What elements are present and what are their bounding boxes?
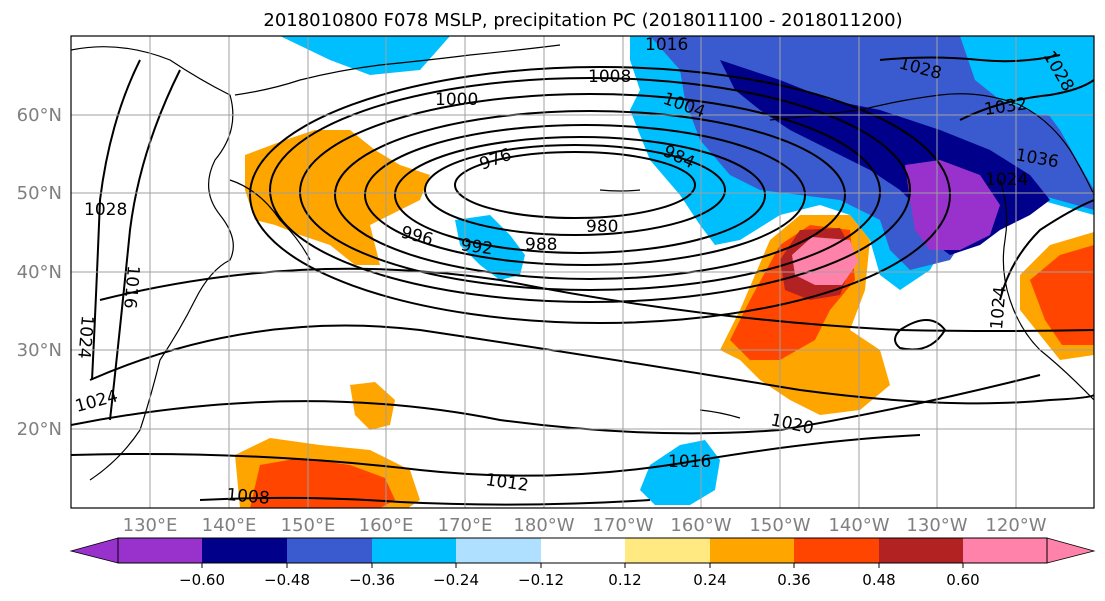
mslp-contours xyxy=(71,54,1094,506)
precip-blue-patch-central xyxy=(455,215,525,280)
longitude-axis: 130°E 140°E 150°E 160°E 170°E 180°W 170°… xyxy=(123,515,1047,536)
lon-tick-120w: 120°W xyxy=(985,515,1046,536)
colorbar-ticks xyxy=(201,563,964,568)
contour-label-1008-north: 1008 xyxy=(588,67,631,87)
precip-orange-small xyxy=(350,382,395,430)
precip-pink-east xyxy=(792,237,858,285)
contour-label-980: 980 xyxy=(586,217,618,237)
lat-tick-30n: 30°N xyxy=(17,340,62,361)
precip-blue-patch-south xyxy=(640,440,720,505)
colorbar-swatch-8 xyxy=(710,538,794,563)
colorbar-swatch-2 xyxy=(202,538,287,563)
colorbar-swatch-11 xyxy=(963,538,1047,563)
precip-blue-band-north xyxy=(280,36,450,75)
lon-tick-140w: 140°W xyxy=(828,515,889,536)
colorbar: −0.60 −0.48 −0.36 −0.24 −0.12 0.12 0.24 … xyxy=(69,537,1096,589)
precip-purple-core xyxy=(905,160,1000,250)
lon-tick-140e: 140°E xyxy=(202,515,257,536)
colorbar-tick-label-4: −0.12 xyxy=(518,571,564,589)
colorbar-swatches xyxy=(69,537,1096,564)
lon-tick-180w: 180°W xyxy=(513,515,574,536)
colorbar-swatch-10 xyxy=(879,538,963,563)
colorbar-tick-label-0: −0.60 xyxy=(179,571,225,589)
contour-label-1024-east-b: 1024 xyxy=(987,286,1011,331)
precip-blue-patch-alaska xyxy=(960,36,1094,120)
lon-tick-160w: 160°W xyxy=(670,515,731,536)
colorbar-swatch-0 xyxy=(69,537,119,564)
colorbar-outline xyxy=(117,537,1048,564)
lon-tick-170e: 170°E xyxy=(438,515,493,536)
figure-title: 2018010800 F078 MSLP, precipitation PC (… xyxy=(263,10,902,31)
colorbar-swatch-9 xyxy=(794,538,879,563)
map-border xyxy=(70,35,1095,509)
gridlines xyxy=(71,36,1094,508)
lon-tick-170w: 170°W xyxy=(592,515,653,536)
contour-label-1028-west: 1028 xyxy=(84,200,127,220)
latitude-axis: 60°N 50°N 40°N 30°N 20°N xyxy=(17,105,62,440)
colorbar-swatch-4 xyxy=(372,538,456,563)
lat-tick-40n: 40°N xyxy=(17,262,62,283)
lat-tick-20n: 20°N xyxy=(17,419,62,440)
colorbar-tick-label-5: 0.12 xyxy=(608,571,641,589)
colorbar-tick-label-8: 0.48 xyxy=(862,571,895,589)
colorbar-tick-label-2: −0.36 xyxy=(349,571,395,589)
colorbar-swatch-5 xyxy=(456,538,541,563)
colorbar-swatch-3 xyxy=(287,538,372,563)
colorbar-tick-labels: −0.60 −0.48 −0.36 −0.24 −0.12 0.12 0.24 … xyxy=(179,571,980,589)
contour-label-group: 1016 1008 1004 1000 976 984 980 988 992 … xyxy=(73,35,1078,509)
colorbar-swatch-6 xyxy=(541,538,625,563)
contour-label-1016-westvertical: 1016 xyxy=(119,265,143,310)
contour-label-1008-south: 1008 xyxy=(226,485,271,509)
colorbar-swatch-7 xyxy=(625,538,710,563)
contour-label-988: 988 xyxy=(525,235,557,255)
contour-label-1000: 1000 xyxy=(435,90,478,110)
contour-label-1016-north: 1016 xyxy=(645,35,688,55)
colorbar-tick-label-1: −0.48 xyxy=(264,571,310,589)
precip-red-coast xyxy=(1030,245,1094,345)
lat-tick-60n: 60°N xyxy=(17,105,62,126)
map-panel: 1016 1008 1004 1000 976 984 980 988 992 … xyxy=(70,35,1095,509)
lat-tick-50n: 50°N xyxy=(17,183,62,204)
contour-label-1016-south: 1016 xyxy=(668,452,711,472)
lon-tick-160e: 160°E xyxy=(359,515,414,536)
lon-tick-130e: 130°E xyxy=(123,515,178,536)
contour-label-1024-east-a: 1024 xyxy=(985,170,1028,190)
colorbar-tick-label-7: 0.36 xyxy=(777,571,810,589)
colorbar-swatch-1 xyxy=(118,538,202,563)
contour-label-1024-westvertical: 1024 xyxy=(73,315,97,360)
colorbar-swatch-12 xyxy=(1046,537,1096,564)
lon-tick-150w: 150°W xyxy=(749,515,810,536)
lon-tick-130w: 130°W xyxy=(906,515,967,536)
precip-red-south xyxy=(250,458,395,508)
contour-label-992: 992 xyxy=(459,235,494,259)
colorbar-tick-label-9: 0.60 xyxy=(946,571,979,589)
colorbar-tick-label-6: 0.24 xyxy=(693,571,726,589)
colorbar-tick-label-3: −0.24 xyxy=(433,571,479,589)
lon-tick-150e: 150°E xyxy=(281,515,336,536)
